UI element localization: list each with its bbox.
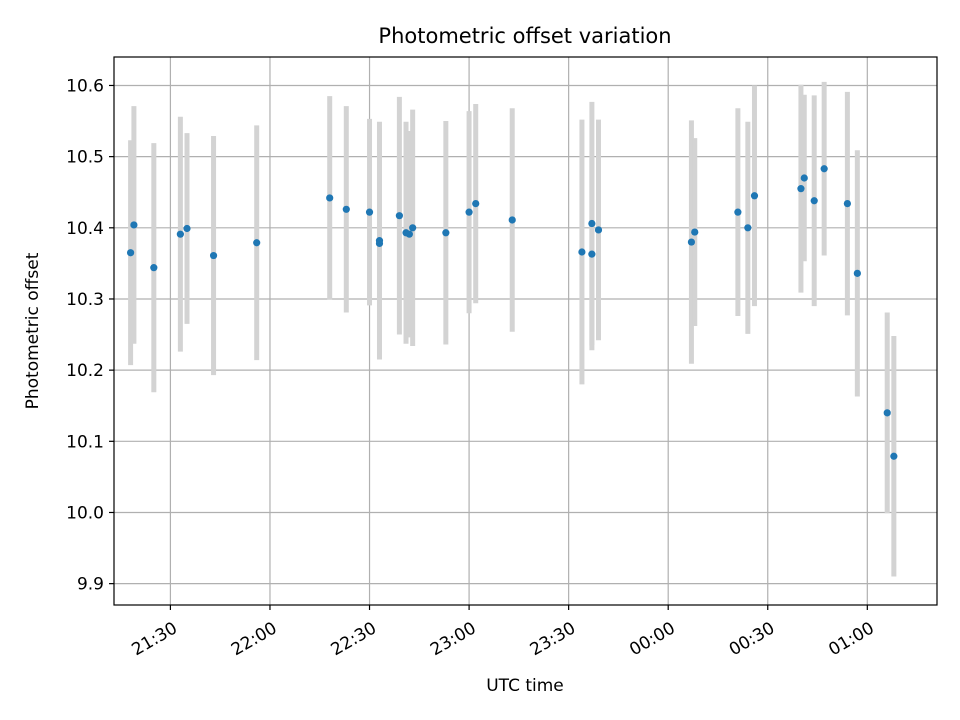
data-point: [588, 250, 596, 258]
data-point: [253, 239, 261, 247]
y-tick-label: 10.5: [66, 148, 104, 168]
data-point: [810, 197, 818, 205]
x-axis-label: UTC time: [486, 676, 564, 696]
data-point: [691, 228, 699, 236]
y-tick-label: 10.2: [66, 361, 104, 381]
data-point: [126, 249, 135, 257]
data-point: [843, 200, 851, 208]
y-tick-label: 10.3: [66, 290, 104, 310]
data-point: [820, 165, 828, 173]
data-point: [734, 208, 742, 216]
data-point: [375, 237, 384, 245]
data-point: [472, 200, 480, 208]
data-point: [594, 226, 603, 234]
data-point: [326, 194, 334, 202]
data-point: [800, 174, 808, 182]
data-point: [578, 248, 586, 256]
data-point: [395, 212, 403, 220]
data-point: [150, 264, 158, 272]
y-tick-label: 10.1: [66, 432, 104, 452]
data-point: [883, 409, 891, 417]
data-point: [176, 230, 184, 238]
y-tick-label: 9.9: [77, 575, 104, 595]
y-tick-label: 10.6: [66, 76, 104, 96]
data-point: [588, 219, 596, 228]
data-point: [890, 452, 898, 460]
data-point: [209, 251, 218, 260]
y-axis-label: Photometric offset: [23, 252, 43, 409]
data-point: [465, 208, 473, 216]
data-point: [797, 185, 805, 193]
data-point: [687, 238, 696, 246]
y-tick-label: 10.4: [66, 219, 104, 239]
data-point: [442, 229, 450, 237]
data-point: [750, 192, 759, 200]
data-point: [342, 205, 350, 213]
plot-frame: [113, 56, 938, 606]
data-point: [744, 224, 752, 232]
data-point: [853, 269, 861, 277]
data-point: [508, 216, 516, 224]
data-point: [365, 208, 374, 216]
data-points: [126, 165, 898, 460]
data-point: [405, 230, 413, 238]
data-point: [130, 221, 138, 229]
chart-title: Photometric offset variation: [378, 24, 671, 48]
data-point: [183, 224, 191, 233]
data-point: [409, 224, 417, 232]
y-tick-label: 10.0: [66, 503, 104, 523]
